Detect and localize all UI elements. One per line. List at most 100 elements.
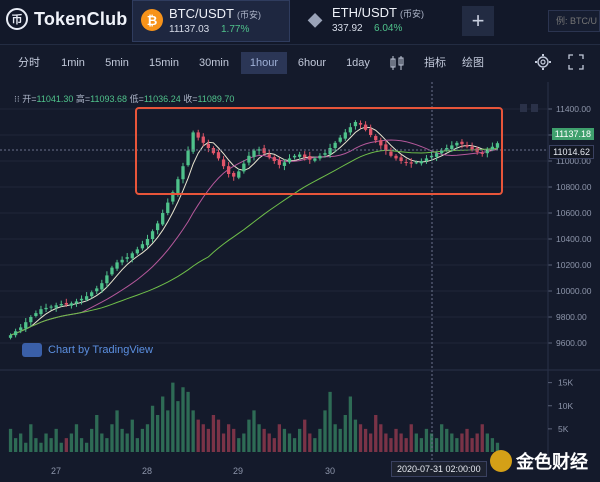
interval-30min[interactable]: 30min [199,57,229,69]
candle-body [24,322,28,329]
candle-body [186,150,190,166]
interval-6hour[interactable]: 6hour [297,57,327,69]
ticker-pair-name: ETH/USDT [332,5,397,20]
candle-body [414,162,418,164]
volume-bar [445,428,449,452]
candle-body [247,155,251,163]
volume-bar [323,410,327,452]
x-tick-label: 28 [142,466,152,476]
volume-bar [74,424,79,452]
candle-body [49,306,53,308]
volume-bar [232,428,236,452]
candle-body [120,259,124,263]
volume-bar [161,396,165,452]
ticker-btc-usdt[interactable]: ₿ BTC/USDT (币安) 11137.03 1.77% [132,0,290,42]
volume-bar [460,433,464,452]
candle-body [495,143,500,148]
volume-bar [292,438,297,452]
candle-body [54,305,58,308]
volume-bar [19,433,23,452]
volume-bar [328,391,332,452]
volume-bar [424,428,429,452]
candle-style-icon[interactable] [388,55,406,71]
y-tick-label: 11400.00 [556,104,591,114]
volume-axis: 5K 10K 15K [548,378,573,434]
candle-body [19,327,23,331]
ticker-pair: ETH/USDT (币安) [332,5,424,20]
indicators-button[interactable]: 指标 [424,57,446,69]
volume-bar [150,405,155,452]
candle-body [429,155,434,158]
candle-body [434,153,439,157]
crosshair-date-tag: 2020-07-31 02:00:00 [391,461,487,477]
candle-body [125,257,129,259]
ticker-pair-name: BTC/USDT [169,6,234,21]
candle-body [216,152,221,159]
volume-bar [374,415,378,452]
close-value: 11089.70 [197,94,235,104]
open-value: 11041.30 [36,94,74,104]
volume-bar [409,424,413,452]
tradingview-attribution[interactable]: Chart by TradingView [22,343,153,357]
candle-body [323,153,327,155]
candle-body [206,143,210,148]
volume-bar [369,433,373,452]
volume-bar [440,424,444,452]
search-input[interactable] [548,10,600,32]
vol-tick-label: 15K [558,378,573,388]
interval-1day[interactable]: 1day [346,57,370,69]
volume-bar [267,433,271,452]
fullscreen-icon[interactable] [568,54,584,70]
volume-bar [343,415,347,452]
candle-body [237,171,241,178]
settings-gear-icon[interactable] [534,53,552,71]
ma-long-line [10,148,498,336]
candle-body [348,127,353,133]
volume-bar [272,438,276,452]
candle-body [277,159,282,165]
interval-15min[interactable]: 15min [149,57,179,69]
draw-button[interactable]: 绘图 [462,57,484,69]
price-chart[interactable]: 9600.00 9800.00 10000.00 10200.00 10400.00 10… [0,82,600,482]
chart-background [0,82,600,482]
volume-bar [287,433,292,452]
ticker-change: 6.04% [374,23,403,34]
candle-body [480,152,484,154]
add-ticker-button[interactable]: + [462,6,494,36]
volume-bar [186,391,190,452]
volume-bar [115,410,119,452]
candle-body [64,302,68,305]
volume-bar [379,424,383,452]
candle-body [8,335,13,338]
interval-realtime[interactable]: 分时 [18,57,40,69]
y-tick-label: 10600.00 [556,208,592,218]
jinse-watermark: 金色财经 [490,448,588,474]
volume-bar [105,438,109,452]
candle-body [353,122,358,127]
y-tick-label: 11000.00 [556,156,591,166]
volume-bar [358,424,363,452]
interval-1hour[interactable]: 1hour [241,52,287,74]
volume-bar [29,424,33,452]
candle-body [282,162,287,166]
volume-bar [475,433,479,452]
interval-5min[interactable]: 5min [105,57,129,69]
scroll-right-button[interactable] [531,104,538,112]
volume-bar [59,442,63,452]
volume-bar [191,410,195,452]
volume-bar [384,433,388,452]
candle-body [155,223,160,231]
candle-body [130,253,134,259]
volume-bar [13,438,18,452]
scroll-left-button[interactable] [520,104,527,112]
candle-body [201,136,205,143]
volume-bar [490,438,495,452]
app-logo[interactable]: 币 TokenClub [6,8,127,30]
volume-bar [145,424,150,452]
candle-body [399,157,403,161]
x-tick-label: 30 [325,466,335,476]
candle-body [450,145,454,150]
interval-1min[interactable]: 1min [61,57,85,69]
volume-bar [64,438,68,452]
ticker-eth-usdt[interactable]: ◆ ETH/USDT (币安) 337.92 6.04% [296,0,454,42]
